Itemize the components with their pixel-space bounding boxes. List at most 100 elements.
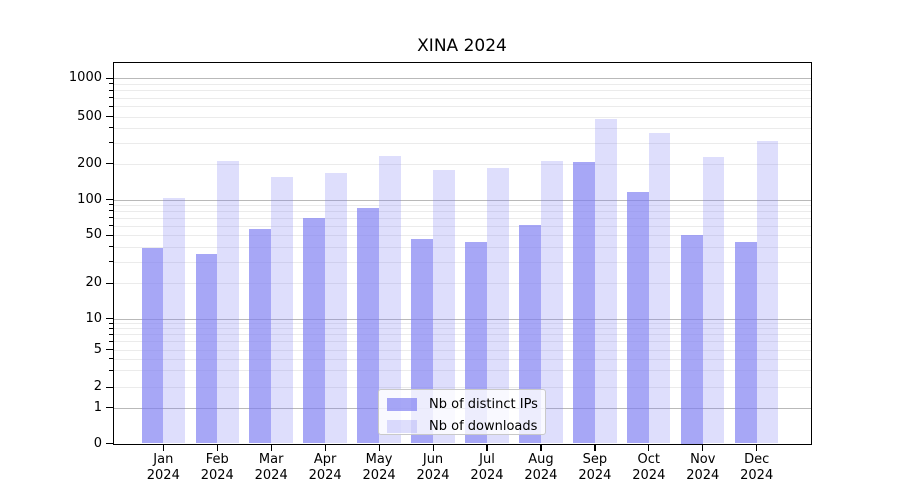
x-tick-label-month: Dec bbox=[744, 452, 770, 467]
gridline-minor bbox=[113, 283, 811, 284]
y-minor-tick bbox=[109, 127, 113, 129]
y-minor-tick bbox=[109, 261, 113, 263]
x-tick-label-month: Nov bbox=[690, 452, 716, 467]
y-minor-tick bbox=[109, 163, 113, 164]
legend-swatch-distinct-ips bbox=[387, 397, 417, 411]
x-tick-label-month: Mar bbox=[258, 452, 284, 467]
gridline-minor bbox=[113, 106, 811, 108]
bar-oct-downloads bbox=[648, 133, 671, 444]
x-tick bbox=[540, 444, 542, 451]
y-minor-tick bbox=[109, 217, 113, 219]
x-tick-label-month: Feb bbox=[205, 452, 229, 467]
x-tick-label-year: 2024 bbox=[362, 468, 396, 483]
y-minor-tick bbox=[109, 225, 113, 227]
x-tick-label-month: Apr bbox=[313, 452, 337, 467]
y-minor-tick bbox=[109, 246, 113, 248]
x-tick-label-month: Oct bbox=[637, 452, 661, 467]
y-tick-label: 10 bbox=[85, 310, 102, 326]
y-tick-label: 20 bbox=[85, 275, 102, 290]
x-tick bbox=[162, 444, 164, 451]
bar-feb-distinct-ips bbox=[195, 253, 218, 444]
y-tick-label: 0 bbox=[93, 435, 102, 451]
x-tick-label-month: Jul bbox=[479, 452, 495, 467]
gridline-minor bbox=[113, 246, 811, 248]
y-minor-tick bbox=[109, 340, 113, 342]
bar-feb-downloads bbox=[217, 160, 239, 444]
x-tick-label-month: Jan bbox=[153, 452, 174, 467]
y-minor-tick bbox=[109, 204, 113, 206]
gridline-minor bbox=[113, 370, 811, 372]
gridline-minor bbox=[113, 83, 811, 85]
x-tick-label-month: Aug bbox=[528, 452, 554, 467]
gridline-minor bbox=[113, 358, 811, 360]
gridline-minor bbox=[113, 210, 811, 212]
y-minor-tick bbox=[109, 105, 113, 107]
y-tick-label: 100 bbox=[77, 191, 102, 207]
y-tick-label: 500 bbox=[77, 108, 102, 124]
gridline-minor bbox=[113, 97, 811, 99]
x-tick-label: Dec 2024 bbox=[725, 452, 789, 484]
y-minor-tick bbox=[109, 322, 113, 324]
gridline-minor bbox=[113, 334, 811, 336]
bar-jun-downloads bbox=[433, 170, 455, 444]
gridline-major bbox=[113, 318, 811, 320]
bar-aug-downloads bbox=[540, 160, 563, 444]
gridline-minor bbox=[113, 90, 811, 92]
bar-sep-downloads bbox=[594, 118, 617, 444]
legend-label-distinct-ips: Nb of distinct IPs bbox=[429, 396, 538, 412]
x-tick bbox=[432, 444, 434, 451]
x-tick bbox=[594, 444, 596, 451]
y-tick-label: 50 bbox=[85, 227, 102, 242]
chart-title: XINA 2024 bbox=[417, 36, 507, 56]
y-tick-label: 200 bbox=[77, 155, 102, 171]
bar-nov-downloads bbox=[702, 157, 725, 444]
y-tick bbox=[106, 443, 113, 445]
x-tick-label-year: 2024 bbox=[416, 468, 450, 483]
y-tick-label: 1 bbox=[93, 399, 102, 415]
x-tick bbox=[702, 444, 704, 451]
x-tick bbox=[486, 444, 488, 451]
bar-jan-downloads bbox=[163, 198, 185, 444]
bar-mar-downloads bbox=[271, 177, 293, 444]
x-tick-label: Jun 2024 bbox=[401, 452, 465, 484]
y-tick-label: 5 bbox=[93, 341, 102, 357]
legend-row-downloads: Nb of downloads bbox=[379, 417, 545, 435]
gridline-major bbox=[113, 199, 811, 201]
y-minor-tick bbox=[109, 369, 113, 371]
bar-may-distinct-ips bbox=[357, 207, 380, 444]
legend-label-downloads: Nb of downloads bbox=[429, 418, 538, 434]
bar-aug-distinct-ips bbox=[519, 224, 541, 444]
bar-jan-distinct-ips bbox=[141, 248, 164, 444]
bar-may-downloads bbox=[379, 156, 401, 444]
gridline-minor bbox=[113, 261, 811, 263]
x-tick bbox=[648, 444, 650, 451]
x-tick-label-year: 2024 bbox=[470, 468, 504, 483]
x-tick bbox=[756, 444, 758, 451]
x-tick-label-year: 2024 bbox=[740, 468, 774, 483]
bar-dec-downloads bbox=[756, 140, 779, 444]
x-tick-label-year: 2024 bbox=[308, 468, 342, 483]
y-minor-tick bbox=[109, 83, 113, 85]
legend-swatch-downloads bbox=[387, 419, 417, 433]
gridline-minor bbox=[113, 116, 811, 118]
y-minor-tick bbox=[109, 282, 113, 284]
gridline-minor bbox=[113, 235, 811, 236]
plot-frame bbox=[113, 62, 812, 445]
y-minor-tick bbox=[109, 327, 113, 329]
y-minor-tick bbox=[109, 116, 113, 117]
x-tick-label: Aug 2024 bbox=[509, 452, 573, 484]
x-tick-label: Mar 2024 bbox=[239, 452, 303, 484]
gridline-minor bbox=[113, 217, 811, 219]
y-minor-tick bbox=[109, 349, 113, 350]
x-tick-label-month: Jun bbox=[422, 452, 444, 467]
x-tick-label: Feb 2024 bbox=[185, 452, 249, 484]
gridline-minor bbox=[113, 225, 811, 227]
y-tick bbox=[106, 199, 113, 201]
x-tick-label-month: Sep bbox=[582, 452, 608, 467]
y-minor-tick bbox=[109, 358, 113, 360]
bar-sep-distinct-ips bbox=[573, 162, 595, 444]
y-minor-tick bbox=[109, 142, 113, 144]
x-tick-label: May 2024 bbox=[347, 452, 411, 484]
y-minor-tick bbox=[109, 234, 113, 236]
